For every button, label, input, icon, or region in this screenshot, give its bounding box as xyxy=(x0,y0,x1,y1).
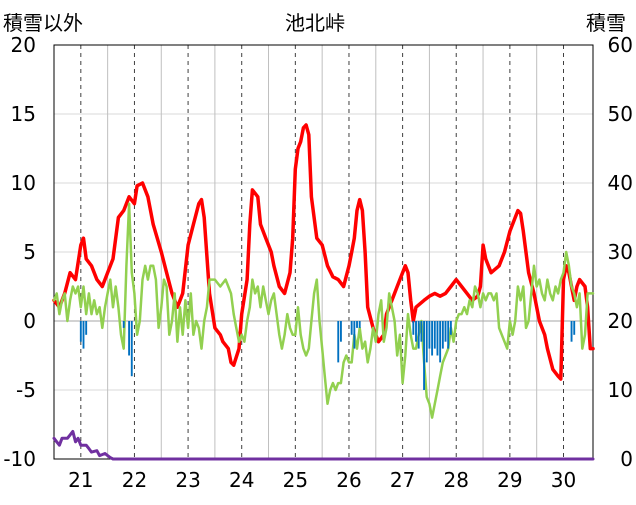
bar-blue-10 xyxy=(356,321,358,328)
x-tick-label-23: 23 xyxy=(175,468,200,492)
x-tick-label-25: 25 xyxy=(283,468,308,492)
bar-blue-4 xyxy=(128,321,131,356)
bar-blue-27 xyxy=(570,321,573,342)
bar-blue-13 xyxy=(415,321,417,342)
bar-blue-11 xyxy=(358,321,361,328)
x-tick-label-24: 24 xyxy=(229,468,254,492)
right-tick-label-3: 30 xyxy=(608,240,633,264)
right-tick-label-6: 60 xyxy=(608,33,633,57)
x-tick-label-21: 21 xyxy=(68,468,93,492)
bar-blue-17 xyxy=(425,321,428,363)
bar-blue-18 xyxy=(428,321,431,349)
bar-blue-19 xyxy=(431,321,434,356)
left-tick-label-6: 20 xyxy=(11,33,36,57)
bar-blue-15 xyxy=(420,321,423,342)
bar-blue-0 xyxy=(79,321,82,342)
right-axis-title: 積雪 xyxy=(586,11,626,35)
x-tick-label-29: 29 xyxy=(497,468,522,492)
bar-blue-9 xyxy=(353,321,356,349)
left-tick-label-5: 15 xyxy=(11,102,36,126)
bar-blue-24 xyxy=(444,321,447,342)
right-tick-label-2: 20 xyxy=(608,309,633,333)
bar-blue-3 xyxy=(122,321,125,328)
series-line-purple xyxy=(52,429,595,461)
bar-blue-2 xyxy=(85,321,88,335)
left-tick-label-0: -10 xyxy=(3,447,36,471)
right-tick-label-4: 40 xyxy=(608,171,633,195)
chart-title: 池北峠 xyxy=(285,11,345,35)
left-tick-label-2: 0 xyxy=(23,309,36,333)
right-tick-label-1: 10 xyxy=(608,378,633,402)
bar-blue-8 xyxy=(350,321,353,335)
x-tick-label-27: 27 xyxy=(390,468,415,492)
bar-blue-21 xyxy=(436,321,439,356)
left-tick-label-1: -5 xyxy=(16,378,36,402)
right-tick-label-0: 0 xyxy=(620,447,633,471)
bar-blue-14 xyxy=(417,321,420,349)
left-axis-title: 積雪以外 xyxy=(3,11,83,35)
left-tick-label-4: 10 xyxy=(11,171,36,195)
bar-blue-28 xyxy=(573,321,576,335)
x-tick-label-30: 30 xyxy=(551,468,576,492)
bar-blue-26 xyxy=(449,321,452,335)
bar-blue-7 xyxy=(339,321,342,342)
series-line-green xyxy=(52,202,595,419)
x-tick-label-26: 26 xyxy=(336,468,361,492)
bar-blue-20 xyxy=(433,321,436,349)
x-tick-label-28: 28 xyxy=(444,468,469,492)
bar-blue-25 xyxy=(447,321,450,349)
right-tick-label-5: 50 xyxy=(608,102,633,126)
left-tick-label-3: 5 xyxy=(23,240,36,264)
series-line-red xyxy=(52,123,595,381)
bar-blue-5 xyxy=(130,321,133,377)
bar-blue-23 xyxy=(441,321,444,349)
bar-blue-12 xyxy=(412,321,415,335)
x-tick-label-22: 22 xyxy=(122,468,147,492)
bar-blue-16 xyxy=(423,321,425,390)
bar-blue-1 xyxy=(82,321,85,349)
bar-blue-6 xyxy=(337,321,340,363)
bar-blue-22 xyxy=(439,321,442,363)
